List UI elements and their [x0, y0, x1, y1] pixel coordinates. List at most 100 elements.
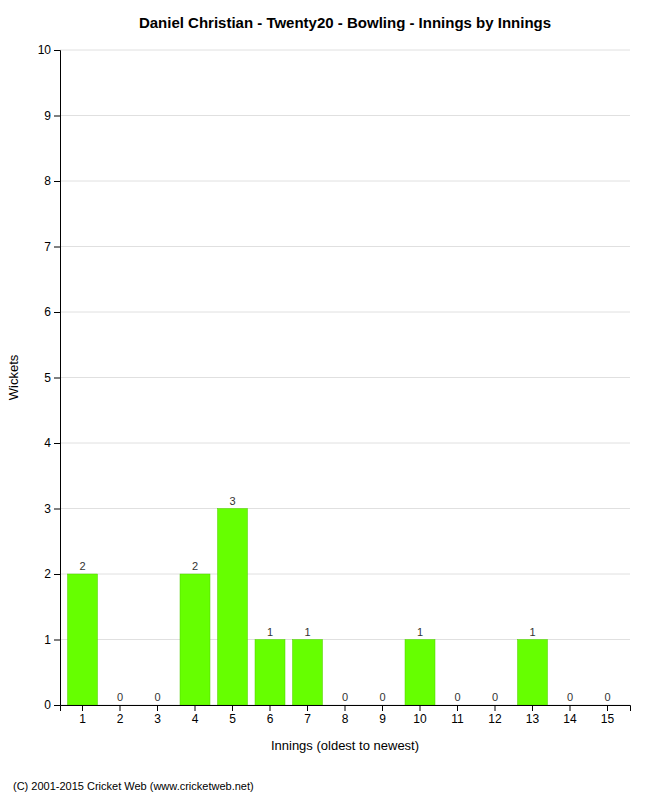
y-tick-label: 6 [44, 305, 51, 319]
x-tick: 10 [413, 705, 427, 726]
x-tick-label: 1 [79, 712, 86, 726]
x-tick-label: 11 [451, 712, 464, 726]
y-tick-mark [54, 181, 60, 182]
grid-line [60, 115, 630, 116]
x-tick: 2 [117, 705, 124, 726]
x-tick: 1 [79, 705, 86, 726]
bar [480, 705, 510, 706]
x-tick-mark [307, 705, 308, 711]
footer: (C) 2001-2015 Cricket Web (www.cricketwe… [13, 780, 254, 792]
y-tick: 7 [44, 240, 60, 254]
bar [143, 705, 173, 706]
bar [68, 574, 98, 705]
grid-line [60, 50, 630, 51]
y-tick-label: 5 [44, 371, 51, 385]
x-tick-mark [532, 705, 533, 711]
bars [68, 509, 548, 706]
data-label: 0 [567, 691, 573, 703]
y-tick-label: 4 [44, 436, 51, 450]
bar [255, 640, 285, 706]
x-tick-mark [420, 705, 421, 711]
y-tick-label: 1 [44, 633, 51, 647]
grid [60, 50, 630, 705]
x-tick-mark [82, 705, 83, 711]
x-tick-mark [382, 705, 383, 711]
y-tick: 5 [44, 371, 60, 385]
x-tick-label: 12 [488, 712, 502, 726]
y-tick: 8 [44, 174, 60, 188]
x-tick-mark [270, 705, 271, 711]
bar [405, 640, 435, 706]
data-label: 1 [417, 626, 423, 638]
bar [593, 705, 623, 706]
y-tick-mark [54, 574, 60, 575]
x-tick: 11 [451, 705, 464, 726]
bar [180, 574, 210, 705]
x-tick: 8 [342, 705, 349, 726]
axis-line [54, 51, 61, 706]
axis-line [61, 706, 631, 712]
y-tick-mark [54, 247, 60, 248]
x-tick-label: 3 [154, 712, 161, 726]
x-tick-label: 13 [526, 712, 540, 726]
y-tick-label: 0 [44, 698, 51, 712]
plot-area: 1234567891011121314150123456789102002311… [38, 43, 631, 725]
bar [218, 509, 248, 706]
x-tick: 4 [192, 705, 199, 726]
grid-line [60, 574, 630, 575]
chart: 1234567891011121314150123456789102002311… [0, 0, 650, 800]
data-label: 0 [342, 691, 348, 703]
y-tick-label: 8 [44, 174, 51, 188]
x-tick: 9 [379, 705, 386, 726]
y-tick: 3 [44, 502, 60, 516]
data-label: 0 [454, 691, 460, 703]
x-tick-label: 9 [379, 712, 386, 726]
x-tick-label: 15 [601, 712, 615, 726]
y-tick-mark [54, 443, 60, 444]
bar [105, 705, 135, 706]
x-tick-mark [195, 705, 196, 711]
data-labels: 200231100100100 [79, 495, 610, 704]
y-tick-mark [54, 116, 60, 117]
y-tick: 9 [44, 109, 60, 123]
y-tick-label: 9 [44, 109, 51, 123]
y-tick-mark [54, 705, 60, 706]
data-label: 2 [79, 560, 85, 572]
x-tick-mark [457, 705, 458, 711]
bar [330, 705, 360, 706]
data-label: 0 [604, 691, 610, 703]
y-tick-mark [54, 509, 60, 510]
x-tick: 15 [601, 705, 615, 726]
data-label: 1 [267, 626, 273, 638]
y-tick-label: 10 [38, 43, 52, 57]
x-tick-mark [345, 705, 346, 711]
x-tick-label: 5 [229, 712, 236, 726]
x-axis-label: Innings (oldest to newest) [271, 738, 419, 753]
bar [443, 705, 473, 706]
data-label: 0 [379, 691, 385, 703]
y-tick-mark [54, 378, 60, 379]
y-tick: 4 [44, 436, 60, 450]
x-tick-label: 10 [413, 712, 427, 726]
bar [518, 640, 548, 706]
y-tick-mark [54, 640, 60, 641]
grid-line [60, 181, 630, 182]
x-tick-label: 7 [304, 712, 311, 726]
x-tick-label: 8 [342, 712, 349, 726]
y-tick-mark [54, 50, 60, 51]
x-tick: 12 [488, 705, 502, 726]
y-tick: 2 [44, 567, 60, 581]
x-tick-mark [570, 705, 571, 711]
x-tick-mark [232, 705, 233, 711]
y-axis-label: Wickets [6, 354, 21, 400]
grid-line [60, 508, 630, 509]
x-axis: 123456789101112131415 [61, 705, 631, 726]
title: Daniel Christian - Twenty20 - Bowling - … [139, 14, 551, 31]
bar [368, 705, 398, 706]
x-tick: 14 [563, 705, 577, 726]
x-tick: 5 [229, 705, 236, 726]
x-tick-mark [157, 705, 158, 711]
y-tick: 1 [44, 633, 60, 647]
x-tick: 6 [267, 705, 274, 726]
y-tick: 10 [38, 43, 60, 57]
